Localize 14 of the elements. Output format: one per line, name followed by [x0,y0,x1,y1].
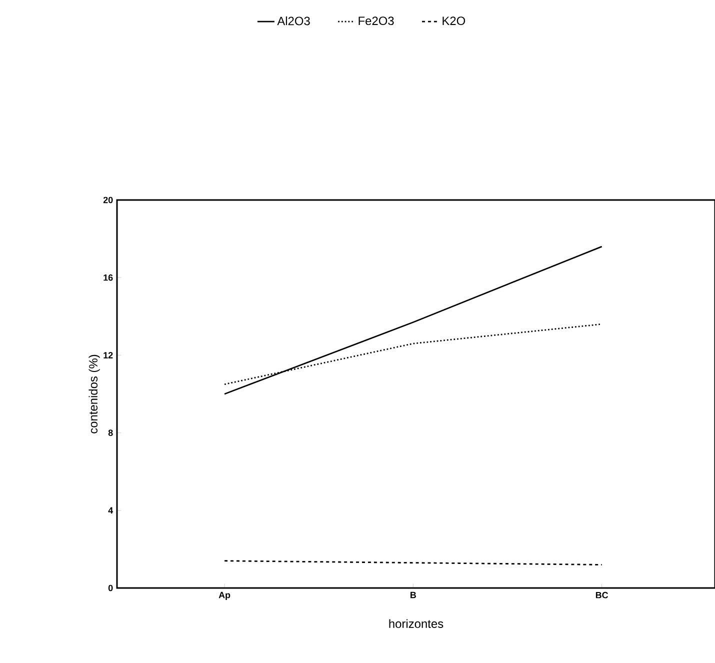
legend-label: Fe2O3 [358,16,394,26]
y-tick-label: 0 [108,584,113,592]
y-tick-label: 12 [104,352,113,358]
x-tick-label: B [410,592,416,598]
x-tick-label: Ap [218,592,230,600]
y-tick-label: 4 [108,507,114,514]
legend-label: K2O [442,16,466,26]
x-tick-label: BC [596,592,608,598]
y-tick-label: 8 [108,430,113,436]
y-axis-title: contenidos (%) [88,354,100,434]
y-tick-label: 20 [103,196,113,204]
x-axis-title: horizontes [389,619,444,628]
y-tick-label: 16 [104,274,113,281]
legend-label: Al2O3 [277,16,310,26]
